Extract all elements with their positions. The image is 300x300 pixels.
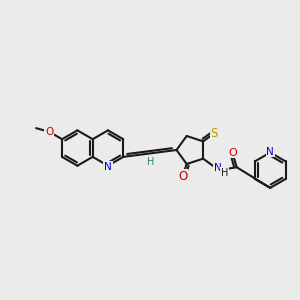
Text: O: O [178,169,188,183]
Text: N: N [266,146,274,157]
Text: O: O [228,148,237,158]
Text: O: O [45,127,53,137]
Text: H: H [147,157,155,167]
Text: H: H [221,168,229,178]
Text: N: N [104,162,112,172]
Text: S: S [211,127,218,140]
Text: N: N [214,163,222,173]
